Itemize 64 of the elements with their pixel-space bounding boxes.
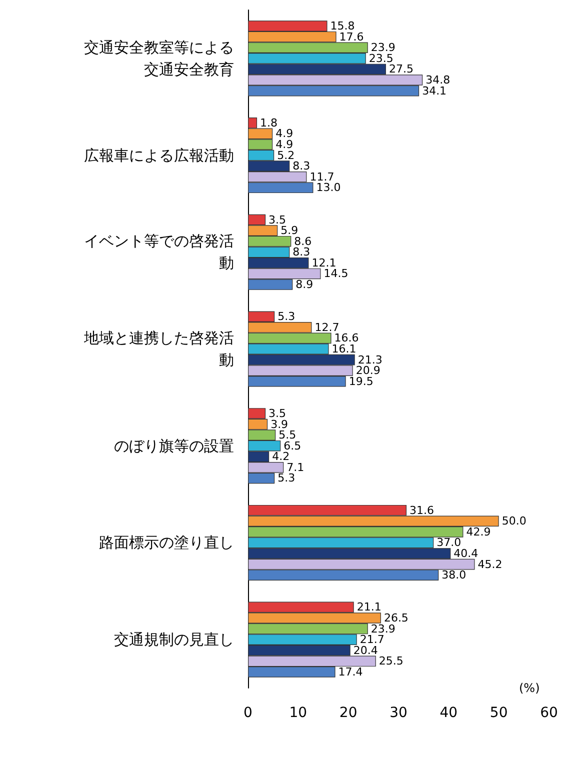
data-label: 34.8 <box>426 74 450 87</box>
data-label: 4.9 <box>276 127 294 140</box>
data-label: 42.9 <box>466 525 491 538</box>
data-label: 11.7 <box>310 170 334 184</box>
data-label: 20.9 <box>356 364 380 378</box>
data-label: 40.4 <box>454 547 478 560</box>
x-tick-label: 10 <box>289 705 308 721</box>
y-tick-label: 地域と連携した啓発活動 <box>83 329 234 369</box>
data-label: 23.5 <box>368 52 394 65</box>
data-label: 17.4 <box>338 665 363 678</box>
data-label: 15.8 <box>330 20 355 33</box>
data-label: 3.5 <box>268 406 286 420</box>
data-label: 34.1 <box>422 84 447 98</box>
y-tick-label: イベント等での啓発活動 <box>84 232 234 272</box>
x-axis-title: (%) <box>519 681 540 695</box>
data-label: 3.9 <box>270 418 288 431</box>
x-tick-label: 50 <box>490 705 508 721</box>
data-label: 23.9 <box>370 41 396 54</box>
y-tick-label: 交通規制の見直し <box>114 630 234 649</box>
data-label: 31.6 <box>410 504 434 517</box>
data-label: 4.2 <box>272 450 290 464</box>
data-label: 5.9 <box>280 224 298 238</box>
y-tick-label: のぼり旗等の設置 <box>114 436 234 455</box>
x-tick-label: 30 <box>390 705 408 721</box>
data-label: 27.5 <box>388 62 414 76</box>
data-label: 13.0 <box>316 181 341 194</box>
data-label: 5.2 <box>277 148 295 162</box>
data-label: 21.1 <box>356 600 382 614</box>
data-label: 3.5 <box>268 213 286 226</box>
y-tick-label: 交通安全教室等による交通安全教育 <box>84 38 234 78</box>
x-tick-label: 0 <box>244 705 252 721</box>
x-tick-label: 20 <box>339 705 358 721</box>
data-label: 19.5 <box>348 374 374 388</box>
x-tick-label: 60 <box>540 705 558 721</box>
data-label: 21.7 <box>360 633 384 646</box>
data-label: 8.6 <box>294 234 312 248</box>
data-label: 6.5 <box>284 439 302 452</box>
data-label: 12.1 <box>312 256 336 270</box>
data-label: 16.6 <box>334 332 359 345</box>
data-label: 5.5 <box>278 428 296 442</box>
data-label: 12.7 <box>314 320 340 334</box>
data-label: 26.5 <box>384 611 408 624</box>
data-label: 50.0 <box>502 514 526 528</box>
data-label: 20.4 <box>353 644 378 657</box>
data-label: 21.3 <box>358 353 382 366</box>
data-label: 4.9 <box>276 138 294 151</box>
data-label: 25.5 <box>378 654 404 668</box>
data-label: 7.1 <box>286 460 304 474</box>
data-label: 17.6 <box>339 30 364 44</box>
y-tick-label: 広報車による広報活動 <box>84 146 234 164</box>
y-tick-label: 路面標示の塗り直し <box>99 534 234 552</box>
data-label: 5.3 <box>278 472 296 485</box>
data-label: 16.1 <box>332 342 356 356</box>
data-label: 45.2 <box>478 558 502 571</box>
data-label: 1.8 <box>260 116 278 130</box>
data-label: 14.5 <box>324 267 348 280</box>
data-label: 23.9 <box>370 622 396 636</box>
data-label: 37.0 <box>436 536 462 550</box>
x-tick-label: 40 <box>440 705 458 721</box>
data-label: 8.9 <box>296 278 314 292</box>
data-label: 8.3 <box>292 160 310 173</box>
data-label: 38.0 <box>442 568 466 582</box>
data-label: 8.3 <box>292 246 310 259</box>
data-label: 5.3 <box>278 310 296 324</box>
